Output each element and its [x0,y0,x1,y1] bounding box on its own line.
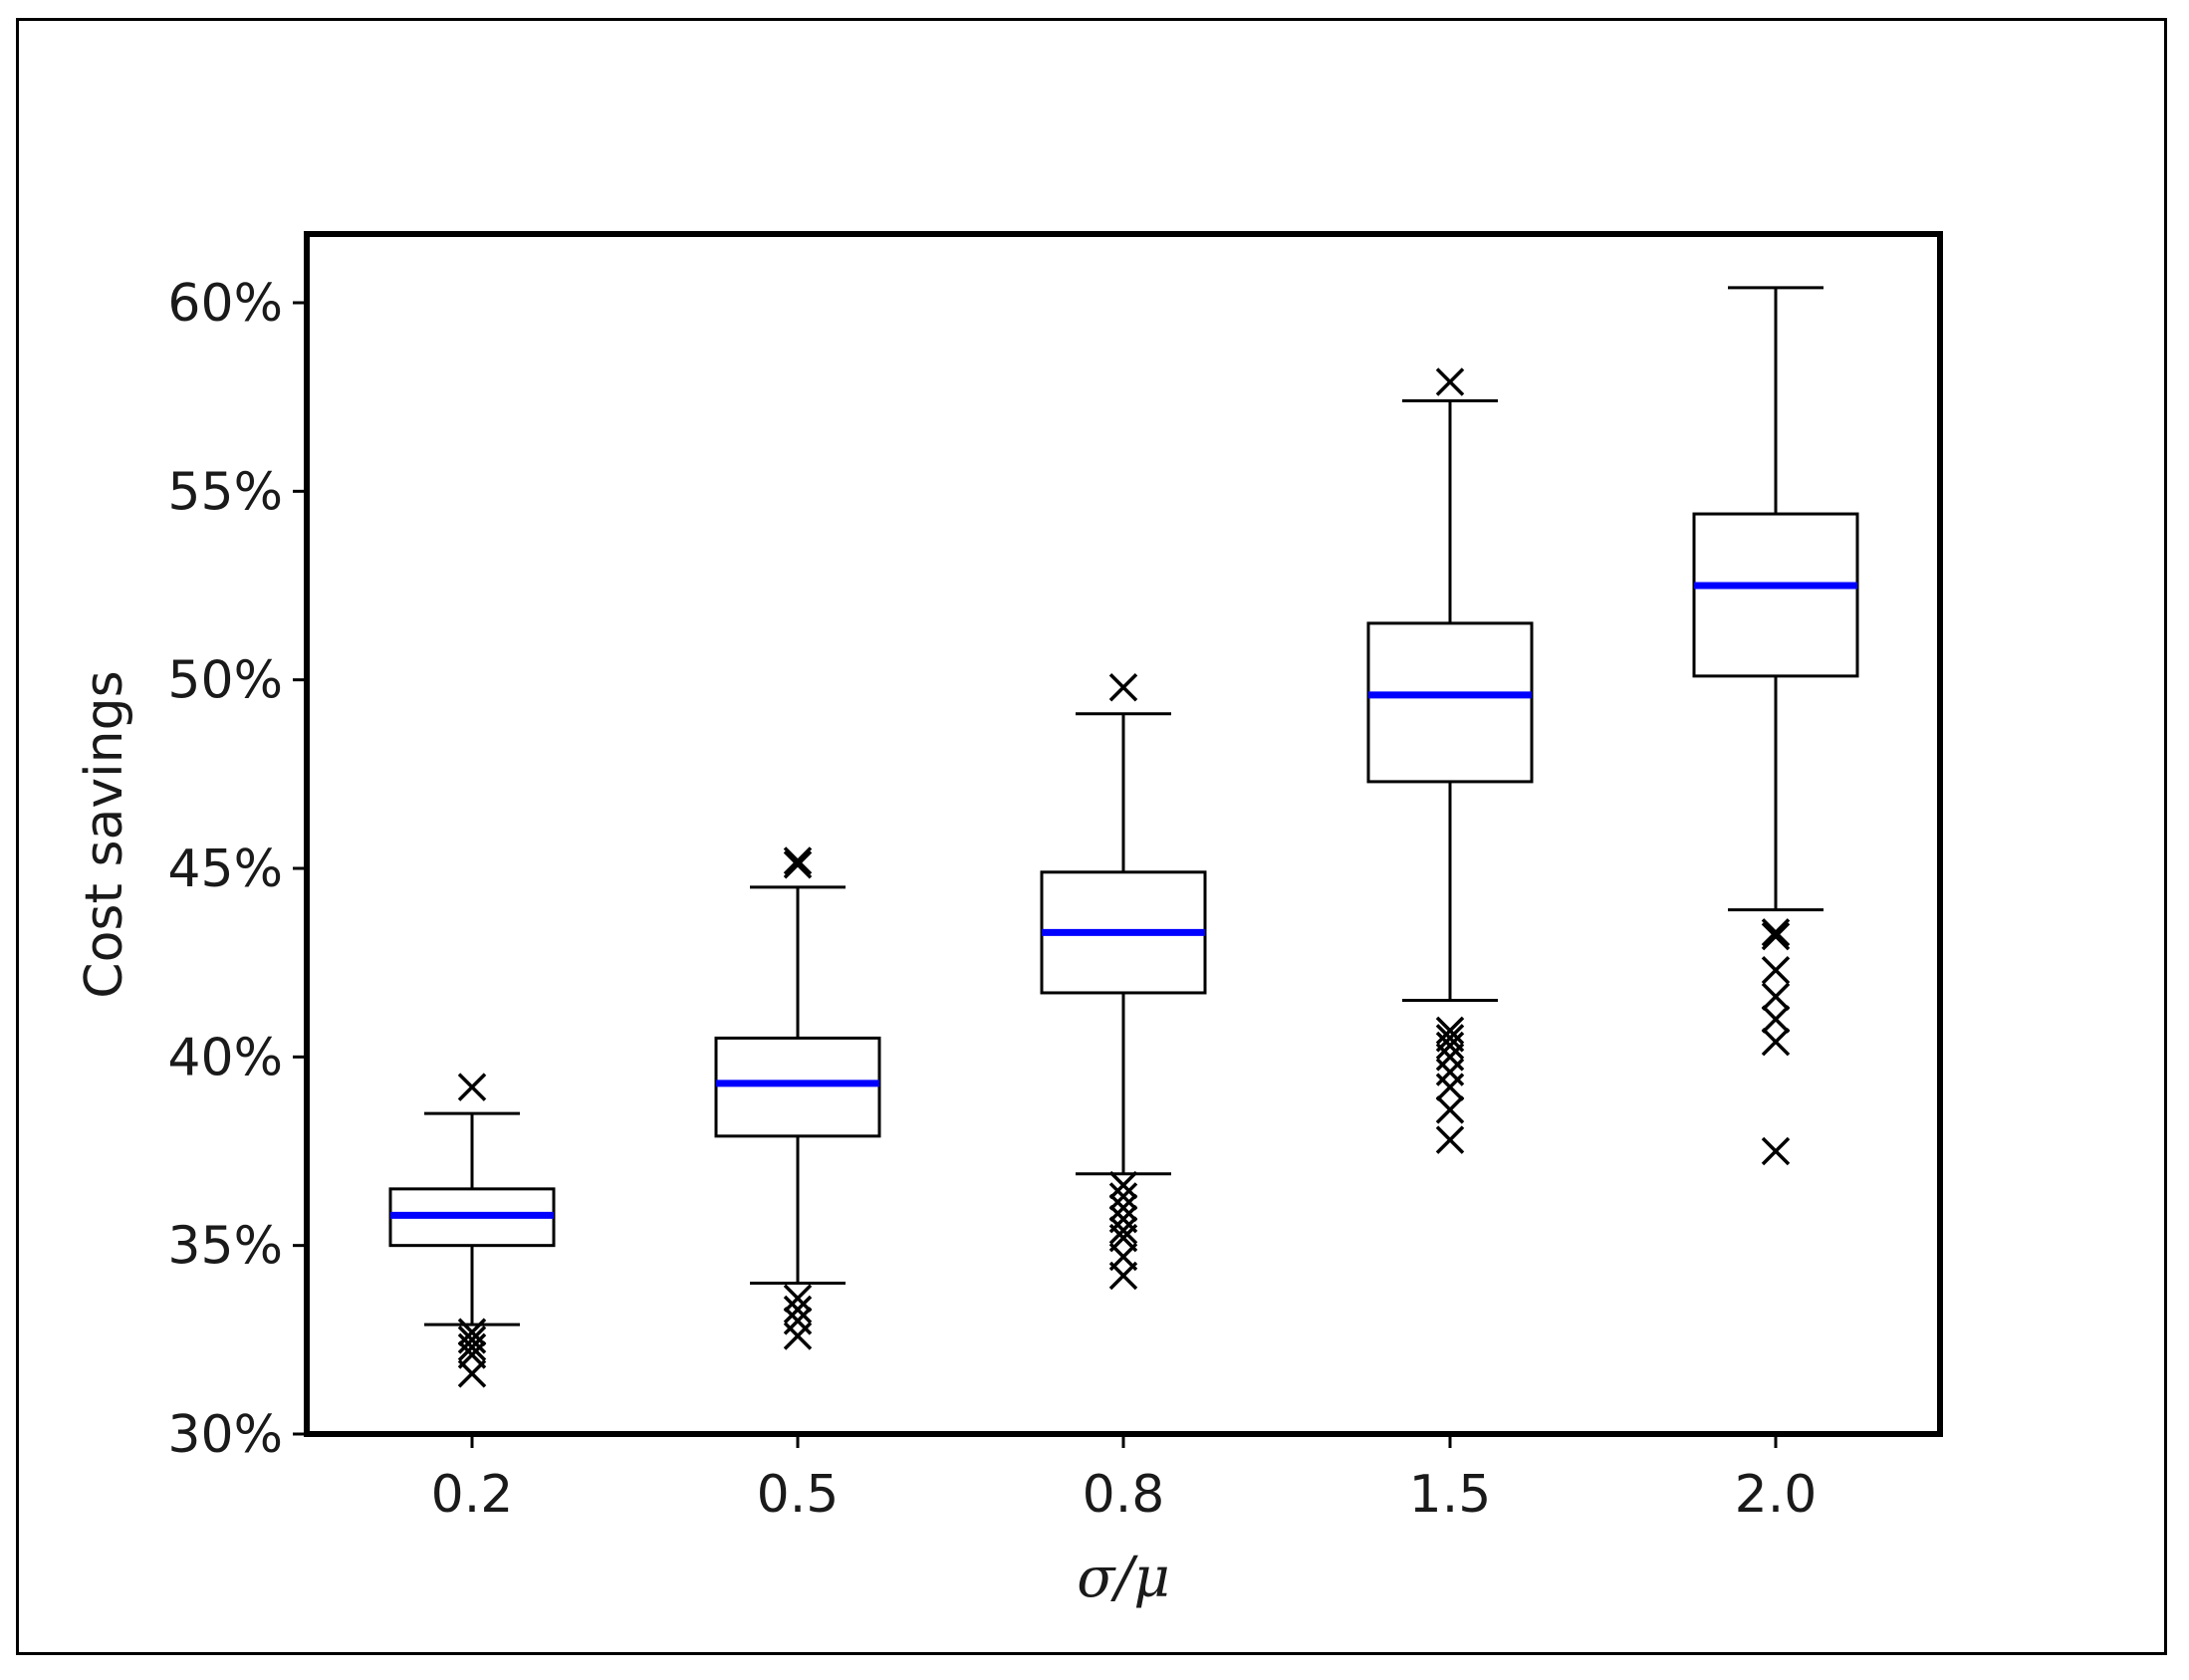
y-axis-label: Cost savings [75,670,134,998]
y-tick-label: 45% [167,840,283,899]
chart-marks [388,286,1859,1388]
figure-frame [16,18,2167,1655]
outlier-marker [1108,1261,1138,1291]
box [1366,621,1534,784]
x-tick-label: 0.5 [757,1465,840,1525]
outlier-marker [783,1295,813,1324]
outlier-marker [1435,1125,1465,1154]
x-tick-label: 1.5 [1409,1465,1492,1525]
outlier-marker [1435,1031,1465,1061]
outlier-marker [1761,921,1791,951]
outlier-marker [1761,918,1791,947]
outlier-marker [1761,982,1791,1011]
box [714,1036,881,1138]
y-tick-label: 55% [167,462,283,522]
outlier-marker [1435,1073,1465,1101]
y-tick-label: 50% [167,651,283,711]
axes: 30% 35% 40% 45% 50% 55% 60% 0.2 0.5 0.8 1.5 2.0 [167,274,1817,1525]
outlier-marker [457,1073,487,1101]
outlier-marker [1108,1170,1138,1200]
x-tick-label: 0.2 [431,1465,514,1525]
outlier-marker [783,846,813,875]
outlier-marker [783,1321,813,1350]
outlier-marker [783,1284,813,1313]
box-group [388,1073,556,1388]
outlier-marker [1435,1058,1465,1086]
box-group [1040,673,1207,1291]
outlier-marker [1761,1005,1791,1034]
outlier-marker [783,849,813,879]
y-tick-label: 40% [167,1028,283,1087]
box-group [714,846,881,1350]
outlier-marker [1108,1182,1138,1211]
outlier-marker [457,1359,487,1388]
x-axis-label: σ/μ [1077,1546,1170,1610]
outlier-marker [1761,1136,1791,1166]
y-tick-label: 60% [167,274,283,334]
box-group [1366,367,1534,1154]
outlier-marker [1108,673,1138,702]
box [1692,512,1859,678]
outlier-marker [1435,1095,1465,1124]
outlier-marker [1108,1216,1138,1245]
outlier-marker [1435,367,1465,396]
outlier-marker [457,1332,487,1362]
outlier-marker [1761,956,1791,985]
box-group [1692,286,1859,1166]
y-tick-label: 30% [167,1405,283,1465]
y-tick-label: 35% [167,1217,283,1277]
outlier-marker [1761,1027,1791,1057]
x-tick-label: 0.8 [1083,1465,1165,1525]
x-tick-label: 2.0 [1735,1465,1818,1525]
outlier-marker [1108,1193,1138,1223]
